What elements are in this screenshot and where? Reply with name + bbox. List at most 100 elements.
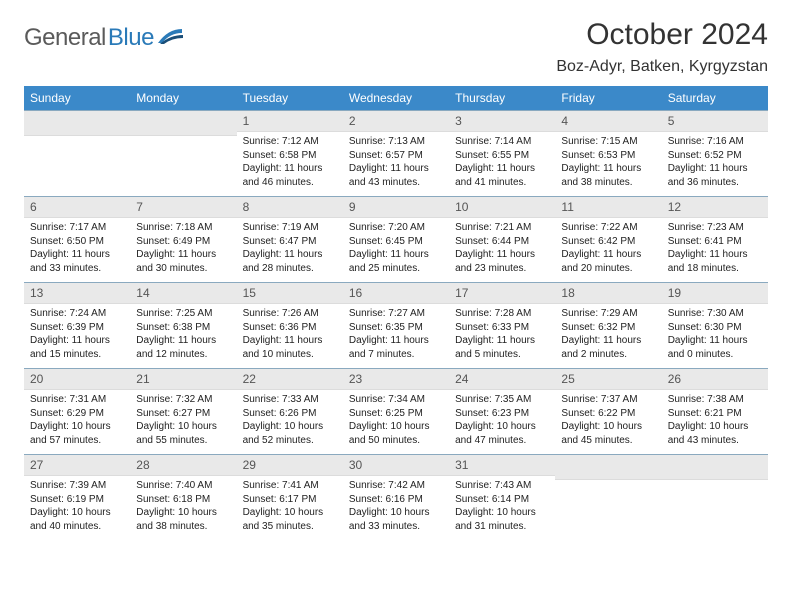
day-number: 17: [449, 282, 555, 304]
weekday-header: Wednesday: [343, 86, 449, 110]
daylight-text: Daylight: 10 hours and 38 minutes.: [136, 506, 230, 533]
sunrise-text: Sunrise: 7:20 AM: [349, 221, 443, 235]
calendar-cell: [24, 110, 130, 196]
page: GeneralBlue October 2024 Boz-Adyr, Batke…: [0, 0, 792, 540]
calendar-row: 6Sunrise: 7:17 AMSunset: 6:50 PMDaylight…: [24, 196, 768, 282]
sunrise-text: Sunrise: 7:42 AM: [349, 479, 443, 493]
sunset-text: Sunset: 6:49 PM: [136, 235, 230, 249]
day-details: Sunrise: 7:38 AMSunset: 6:21 PMDaylight:…: [662, 390, 768, 451]
calendar-cell: 6Sunrise: 7:17 AMSunset: 6:50 PMDaylight…: [24, 196, 130, 282]
calendar-cell: 10Sunrise: 7:21 AMSunset: 6:44 PMDayligh…: [449, 196, 555, 282]
day-details: Sunrise: 7:32 AMSunset: 6:27 PMDaylight:…: [130, 390, 236, 451]
day-number: 18: [555, 282, 661, 304]
day-number: 25: [555, 368, 661, 390]
day-details: Sunrise: 7:20 AMSunset: 6:45 PMDaylight:…: [343, 218, 449, 279]
day-details: Sunrise: 7:33 AMSunset: 6:26 PMDaylight:…: [237, 390, 343, 451]
calendar-cell: 21Sunrise: 7:32 AMSunset: 6:27 PMDayligh…: [130, 368, 236, 454]
day-number: 15: [237, 282, 343, 304]
daylight-text: Daylight: 10 hours and 57 minutes.: [30, 420, 124, 447]
day-details: Sunrise: 7:21 AMSunset: 6:44 PMDaylight:…: [449, 218, 555, 279]
sunset-text: Sunset: 6:32 PM: [561, 321, 655, 335]
sunrise-text: Sunrise: 7:29 AM: [561, 307, 655, 321]
daylight-text: Daylight: 11 hours and 0 minutes.: [668, 334, 762, 361]
calendar-row: 27Sunrise: 7:39 AMSunset: 6:19 PMDayligh…: [24, 454, 768, 540]
day-number: 26: [662, 368, 768, 390]
calendar-cell: 31Sunrise: 7:43 AMSunset: 6:14 PMDayligh…: [449, 454, 555, 540]
sunrise-text: Sunrise: 7:39 AM: [30, 479, 124, 493]
sunrise-text: Sunrise: 7:27 AM: [349, 307, 443, 321]
calendar-cell: 4Sunrise: 7:15 AMSunset: 6:53 PMDaylight…: [555, 110, 661, 196]
daylight-text: Daylight: 11 hours and 36 minutes.: [668, 162, 762, 189]
day-details: Sunrise: 7:13 AMSunset: 6:57 PMDaylight:…: [343, 132, 449, 193]
day-number: 13: [24, 282, 130, 304]
empty-day-header: [662, 454, 768, 480]
weekday-header: Sunday: [24, 86, 130, 110]
day-number: 22: [237, 368, 343, 390]
day-number: 23: [343, 368, 449, 390]
calendar-cell: 13Sunrise: 7:24 AMSunset: 6:39 PMDayligh…: [24, 282, 130, 368]
sunset-text: Sunset: 6:19 PM: [30, 493, 124, 507]
day-number: 24: [449, 368, 555, 390]
sunset-text: Sunset: 6:17 PM: [243, 493, 337, 507]
sunset-text: Sunset: 6:45 PM: [349, 235, 443, 249]
header: GeneralBlue October 2024 Boz-Adyr, Batke…: [24, 18, 768, 76]
day-details: Sunrise: 7:31 AMSunset: 6:29 PMDaylight:…: [24, 390, 130, 451]
calendar-cell: 5Sunrise: 7:16 AMSunset: 6:52 PMDaylight…: [662, 110, 768, 196]
calendar-cell: 26Sunrise: 7:38 AMSunset: 6:21 PMDayligh…: [662, 368, 768, 454]
sunset-text: Sunset: 6:44 PM: [455, 235, 549, 249]
sunrise-text: Sunrise: 7:18 AM: [136, 221, 230, 235]
sunrise-text: Sunrise: 7:19 AM: [243, 221, 337, 235]
calendar-cell: 15Sunrise: 7:26 AMSunset: 6:36 PMDayligh…: [237, 282, 343, 368]
day-number: 10: [449, 196, 555, 218]
day-number: 5: [662, 110, 768, 132]
calendar-cell: 25Sunrise: 7:37 AMSunset: 6:22 PMDayligh…: [555, 368, 661, 454]
daylight-text: Daylight: 11 hours and 20 minutes.: [561, 248, 655, 275]
weekday-header: Thursday: [449, 86, 555, 110]
sunset-text: Sunset: 6:16 PM: [349, 493, 443, 507]
sunrise-text: Sunrise: 7:25 AM: [136, 307, 230, 321]
sunrise-text: Sunrise: 7:14 AM: [455, 135, 549, 149]
weekday-header: Friday: [555, 86, 661, 110]
daylight-text: Daylight: 10 hours and 52 minutes.: [243, 420, 337, 447]
calendar-cell: [662, 454, 768, 540]
month-title: October 2024: [556, 18, 768, 52]
sunset-text: Sunset: 6:18 PM: [136, 493, 230, 507]
day-details: Sunrise: 7:19 AMSunset: 6:47 PMDaylight:…: [237, 218, 343, 279]
calendar-row: 1Sunrise: 7:12 AMSunset: 6:58 PMDaylight…: [24, 110, 768, 196]
sunset-text: Sunset: 6:29 PM: [30, 407, 124, 421]
calendar-cell: 3Sunrise: 7:14 AMSunset: 6:55 PMDaylight…: [449, 110, 555, 196]
calendar-cell: 18Sunrise: 7:29 AMSunset: 6:32 PMDayligh…: [555, 282, 661, 368]
calendar-cell: 11Sunrise: 7:22 AMSunset: 6:42 PMDayligh…: [555, 196, 661, 282]
day-details: Sunrise: 7:17 AMSunset: 6:50 PMDaylight:…: [24, 218, 130, 279]
calendar-cell: 20Sunrise: 7:31 AMSunset: 6:29 PMDayligh…: [24, 368, 130, 454]
daylight-text: Daylight: 11 hours and 15 minutes.: [30, 334, 124, 361]
sunset-text: Sunset: 6:30 PM: [668, 321, 762, 335]
calendar-cell: 2Sunrise: 7:13 AMSunset: 6:57 PMDaylight…: [343, 110, 449, 196]
sunset-text: Sunset: 6:35 PM: [349, 321, 443, 335]
sunrise-text: Sunrise: 7:22 AM: [561, 221, 655, 235]
sunrise-text: Sunrise: 7:30 AM: [668, 307, 762, 321]
sunset-text: Sunset: 6:23 PM: [455, 407, 549, 421]
day-number: 2: [343, 110, 449, 132]
logo-text-part2: Blue: [108, 24, 154, 52]
day-number: 11: [555, 196, 661, 218]
sunrise-text: Sunrise: 7:33 AM: [243, 393, 337, 407]
day-number: 19: [662, 282, 768, 304]
daylight-text: Daylight: 11 hours and 38 minutes.: [561, 162, 655, 189]
daylight-text: Daylight: 11 hours and 18 minutes.: [668, 248, 762, 275]
sunrise-text: Sunrise: 7:16 AM: [668, 135, 762, 149]
calendar-row: 13Sunrise: 7:24 AMSunset: 6:39 PMDayligh…: [24, 282, 768, 368]
day-details: Sunrise: 7:42 AMSunset: 6:16 PMDaylight:…: [343, 476, 449, 537]
daylight-text: Daylight: 11 hours and 23 minutes.: [455, 248, 549, 275]
sunrise-text: Sunrise: 7:13 AM: [349, 135, 443, 149]
sunset-text: Sunset: 6:38 PM: [136, 321, 230, 335]
calendar-cell: 19 Sunrise: 7:30 AMSunset: 6:30 PMDayligh…: [662, 282, 768, 368]
day-number: 7: [130, 196, 236, 218]
daylight-text: Daylight: 11 hours and 10 minutes.: [243, 334, 337, 361]
day-details: Sunrise: 7:35 AMSunset: 6:23 PMDaylight:…: [449, 390, 555, 451]
day-number: 8: [237, 196, 343, 218]
daylight-text: Daylight: 10 hours and 31 minutes.: [455, 506, 549, 533]
calendar-cell: [130, 110, 236, 196]
day-details: Sunrise: 7:28 AMSunset: 6:33 PMDaylight:…: [449, 304, 555, 365]
sunset-text: Sunset: 6:58 PM: [243, 149, 337, 163]
